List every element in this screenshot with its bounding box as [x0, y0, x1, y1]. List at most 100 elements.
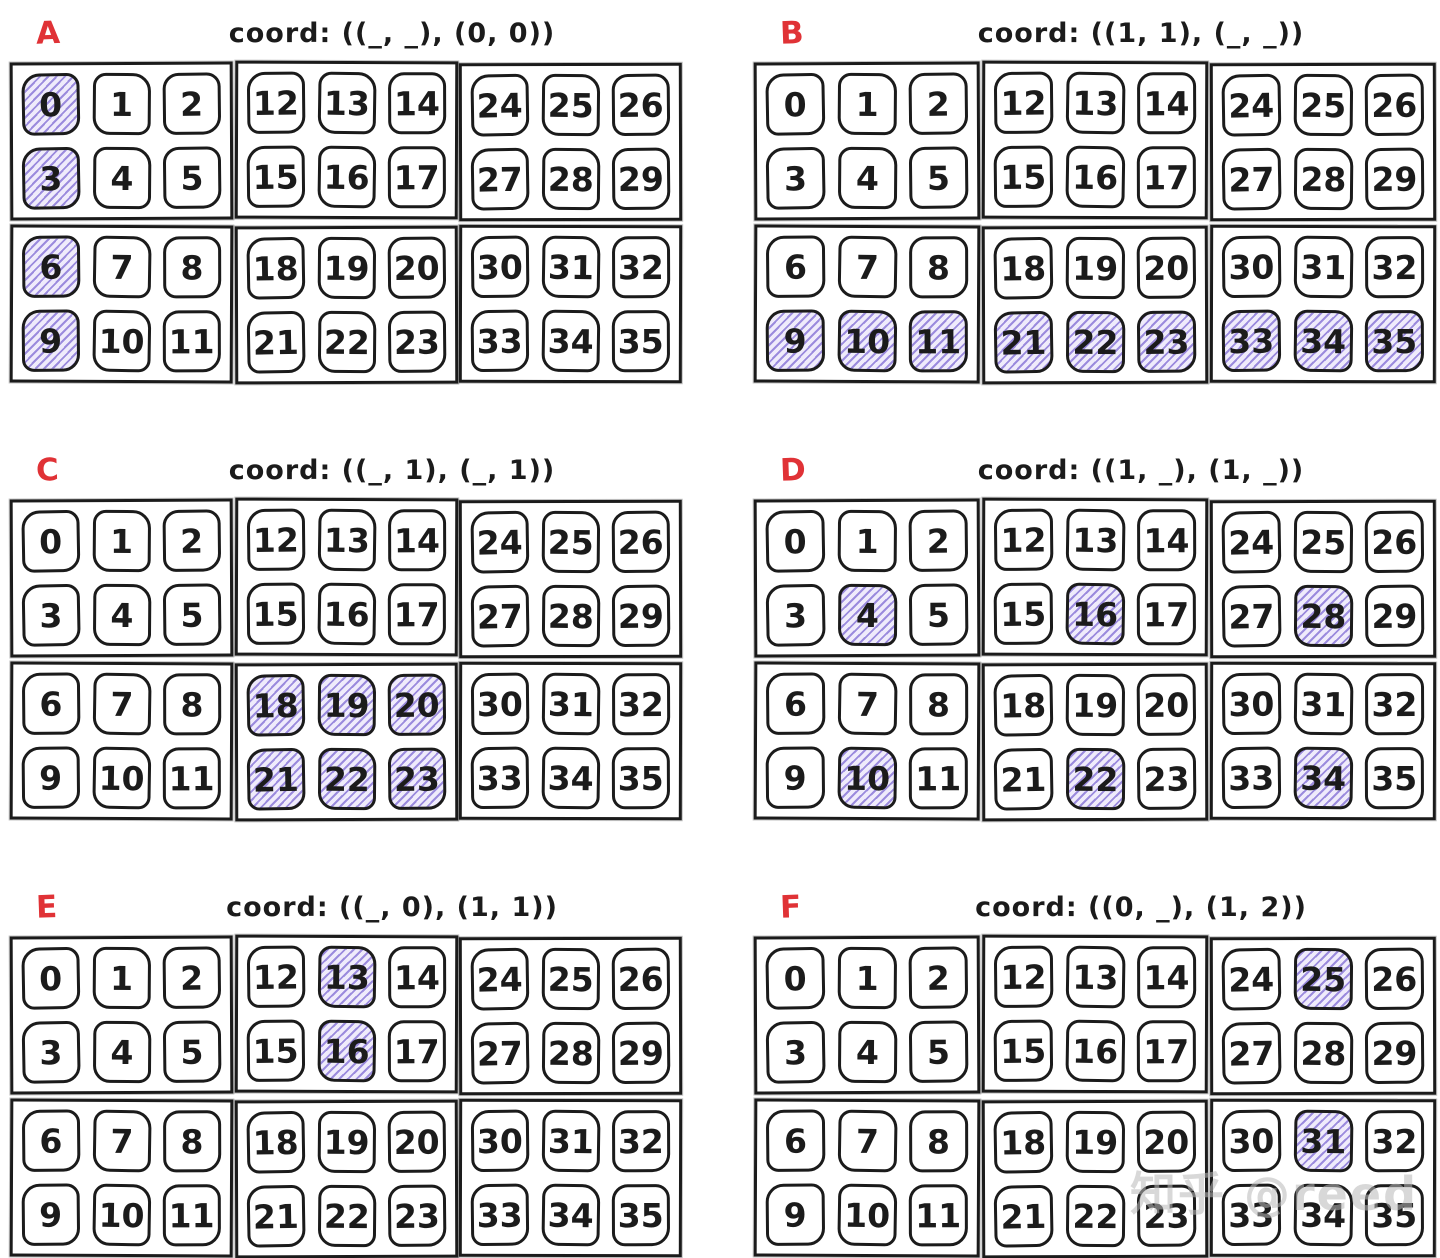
- cell-34: 34: [1293, 1183, 1353, 1247]
- cell-21: 21: [246, 1184, 305, 1248]
- cell-8: 8: [909, 1110, 969, 1173]
- block-1-2: 30 31 32 33 34 35: [459, 661, 683, 821]
- cell-5: 5: [162, 583, 222, 647]
- cell-12: 12: [993, 508, 1054, 572]
- cell-2: 2: [908, 72, 969, 136]
- cell-12: 12: [246, 71, 305, 135]
- cell-0: 0: [765, 509, 826, 573]
- cell-8: 8: [909, 673, 969, 736]
- panel-b-label: B: [779, 14, 805, 52]
- block-0-1: 12 13 14 15 16 17: [234, 934, 458, 1094]
- cell-11: 11: [909, 747, 968, 810]
- cell-35: 35: [612, 747, 671, 810]
- cell-6: 6: [21, 672, 81, 735]
- cell-6: 6: [21, 1109, 81, 1172]
- cell-26: 26: [612, 947, 671, 1011]
- cell-22-highlighted: 22: [1065, 310, 1125, 374]
- cell-15: 15: [993, 1019, 1053, 1083]
- cell-16: 16: [1065, 1019, 1125, 1083]
- cell-25: 25: [1293, 73, 1353, 137]
- cell-15: 15: [246, 1019, 305, 1083]
- cell-27: 27: [470, 584, 530, 648]
- cell-12: 12: [246, 508, 305, 572]
- cell-13-highlighted: 13: [316, 945, 376, 1009]
- cell-15: 15: [246, 582, 305, 646]
- cell-2: 2: [162, 72, 221, 136]
- cell-8: 8: [909, 236, 969, 299]
- cell-33: 33: [470, 746, 530, 810]
- cell-20: 20: [1136, 236, 1197, 300]
- cell-0: 0: [765, 946, 826, 1010]
- panel-b: B coord: ((1, 1), (_, _)) 0 1 2 3 4 5 12 13 14 15…: [753, 8, 1437, 385]
- panel-f-block-grid: 0 1 2 3 4 5 12 13 14 15 16 17 24 25 26 27 28 29 6 7 8 9 10 11 18…: [753, 934, 1437, 1258]
- cell-32: 32: [612, 1110, 671, 1173]
- block-1-0: 6 7 8 9 10 11: [753, 661, 981, 821]
- cell-23: 23: [1137, 747, 1197, 811]
- block-1-1: 18 19 20 21 22 23: [234, 225, 458, 385]
- cell-31: 31: [1293, 672, 1353, 736]
- cell-3: 3: [765, 1020, 826, 1084]
- cell-7: 7: [837, 235, 897, 299]
- block-1-2: 30 31 32 33 34 35: [1209, 661, 1437, 821]
- cell-13: 13: [1065, 508, 1125, 572]
- cell-8: 8: [163, 1110, 221, 1173]
- cell-15: 15: [246, 145, 305, 209]
- block-1-0: 6 7 8 9 10 11: [9, 1098, 233, 1258]
- cell-30: 30: [471, 235, 530, 299]
- cell-1: 1: [837, 72, 897, 136]
- cell-16: 16: [1065, 145, 1125, 209]
- panel-a-block-grid: 0 1 2 3 4 5 12 13 14 15 16 17 24 25 26 27 28 29 6 7 8 9 10 11 18…: [9, 60, 683, 385]
- panel-c-label: C: [35, 451, 60, 489]
- panel-d-coord-title: coord: ((1, _), (1, _)): [977, 454, 1305, 486]
- block-1-1: 18 19 20 21 22 23: [981, 662, 1209, 822]
- cell-34: 34: [541, 1183, 600, 1247]
- cell-10: 10: [91, 309, 151, 373]
- cell-8: 8: [163, 236, 221, 299]
- cell-4: 4: [92, 146, 151, 210]
- cell-35: 35: [1365, 1184, 1425, 1247]
- cell-26: 26: [612, 73, 671, 137]
- cell-18: 18: [245, 236, 305, 300]
- cell-2: 2: [162, 509, 221, 573]
- cell-4: 4: [837, 1020, 897, 1084]
- block-1-1: 18 19 20 21 22 23: [234, 662, 458, 822]
- panel-e-header: E coord: ((_, 0), (1, 1)): [10, 882, 682, 932]
- cell-24: 24: [1221, 73, 1282, 137]
- cell-11: 11: [162, 747, 221, 810]
- cell-16-highlighted: 16: [316, 1019, 376, 1083]
- block-1-2: 30 31 32 33 34 35: [459, 1098, 683, 1258]
- cell-32: 32: [1365, 673, 1425, 736]
- cell-17: 17: [387, 583, 446, 646]
- cell-14: 14: [387, 509, 446, 572]
- block-1-0: 6 7 8 9 10 11: [9, 661, 233, 821]
- cell-6: 6: [765, 1109, 826, 1172]
- cell-31-highlighted: 31: [1293, 1109, 1353, 1173]
- cell-14: 14: [387, 72, 446, 135]
- cell-22-highlighted: 22: [317, 747, 376, 811]
- cell-11: 11: [162, 310, 221, 373]
- cell-4: 4: [837, 146, 897, 210]
- panel-e: E coord: ((_, 0), (1, 1)) 0 1 2 3 4 5 12 13 14 15…: [9, 882, 683, 1258]
- cell-13: 13: [1065, 71, 1125, 135]
- cell-18-highlighted: 18: [245, 673, 305, 737]
- cell-14: 14: [1137, 946, 1197, 1009]
- cell-21-highlighted: 21: [993, 310, 1054, 374]
- cell-10: 10: [91, 746, 151, 810]
- cell-27: 27: [1221, 147, 1282, 211]
- panel-f-header: F coord: ((0, _), (1, 2)): [754, 882, 1436, 932]
- block-1-0: 6 7 8 9 10 11: [9, 224, 233, 384]
- cell-12: 12: [993, 71, 1054, 135]
- cell-13: 13: [316, 508, 376, 572]
- panel-b-coord-title: coord: ((1, 1), (_, _)): [977, 17, 1305, 49]
- cell-25-highlighted: 25: [1293, 947, 1353, 1011]
- cell-14: 14: [1137, 509, 1197, 572]
- cell-18: 18: [993, 673, 1054, 737]
- panel-d-header: D coord: ((1, _), (1, _)): [754, 445, 1436, 495]
- cell-4-highlighted: 4: [837, 583, 897, 647]
- block-0-1: 12 13 14 15 16 17: [981, 934, 1209, 1094]
- block-1-2: 30 31 32 33 34 35: [1209, 1098, 1437, 1258]
